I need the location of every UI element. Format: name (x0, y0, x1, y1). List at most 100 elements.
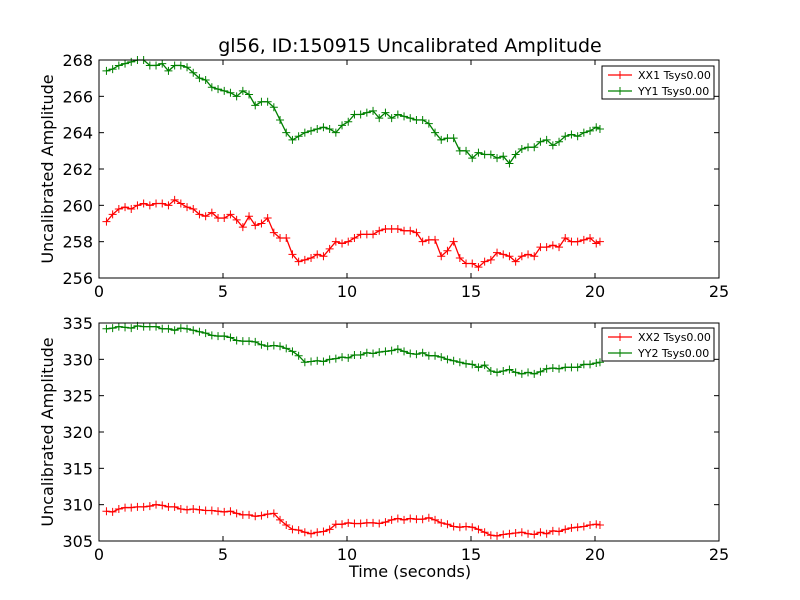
bottom-data-point (276, 342, 285, 351)
top-data-point (530, 143, 539, 152)
top-data-point (121, 203, 130, 212)
bottom-data-point (437, 518, 446, 527)
bottom-data-point (269, 341, 278, 350)
top-data-point (480, 257, 489, 266)
bottom-legend-label-0: XX2 Tsys0.00 (638, 331, 711, 344)
bottom-data-point (344, 353, 353, 362)
bottom-data-point (474, 525, 483, 534)
top-data-point (201, 212, 210, 221)
bottom-data-point (505, 365, 514, 374)
top-data-point (294, 132, 303, 141)
top-data-point (505, 159, 514, 168)
bottom-x-tick-label: 15 (461, 545, 481, 564)
top-data-point (288, 135, 297, 144)
top-data-point (189, 68, 198, 77)
top-data-point (542, 243, 551, 252)
top-data-point (592, 123, 601, 132)
bottom-data-point (307, 357, 316, 366)
top-data-point (145, 201, 154, 210)
bottom-data-point (561, 525, 570, 534)
bottom-legend-label-1: YY2 Tsys0.00 (637, 347, 709, 360)
bottom-data-point (449, 522, 458, 531)
bottom-data-point (189, 326, 198, 335)
bottom-y-tick-label: 320 (62, 423, 93, 442)
top-data-point (331, 237, 340, 246)
bottom-data-point (530, 369, 539, 378)
bottom-data-point (294, 351, 303, 360)
bottom-legend-box (601, 327, 715, 362)
bottom-y-tick-label: 330 (62, 350, 93, 369)
bottom-data-point (344, 518, 353, 527)
top-data-point (586, 126, 595, 135)
top-data-point (474, 263, 483, 272)
top-data-point (164, 201, 173, 210)
top-data-point (592, 239, 601, 248)
top-data-point (338, 239, 347, 248)
top-data-point (114, 61, 123, 70)
top-data-point (108, 210, 117, 219)
bottom-data-point (393, 345, 402, 354)
top-data-point (307, 126, 316, 135)
bottom-data-point (579, 522, 588, 531)
bottom-data-point (412, 350, 421, 359)
bottom-data-point (536, 367, 545, 376)
top-data-point (139, 199, 148, 208)
bottom-data-point (294, 526, 303, 535)
top-data-point (307, 254, 316, 263)
top-data-point (294, 257, 303, 266)
top-data-point (567, 130, 576, 139)
top-data-point (207, 83, 216, 92)
top-series-markers-0 (102, 195, 604, 272)
top-panel: 0 5 10 15 20 25 256 258 260 262 264 266 268 Uncalibra… (38, 51, 729, 301)
bottom-data-point (486, 531, 495, 540)
top-data-point (493, 248, 502, 257)
bottom-y-tick-label: 310 (62, 496, 93, 515)
bottom-data-point (319, 527, 328, 536)
bottom-data-point (381, 518, 390, 527)
bottom-data-point (455, 523, 464, 532)
bottom-legend-marker-1 (616, 349, 624, 357)
bottom-data-point (313, 356, 322, 365)
bottom-data-point (406, 514, 415, 523)
bottom-data-point (207, 506, 216, 515)
bottom-data-point (300, 528, 309, 537)
top-data-point (176, 199, 185, 208)
bottom-data-point (369, 349, 378, 358)
top-legend-box (601, 65, 715, 100)
bottom-data-point (325, 525, 334, 534)
top-data-point (542, 135, 551, 144)
top-data-point (288, 250, 297, 259)
top-data-point (183, 203, 192, 212)
top-data-point (269, 228, 278, 237)
top-data-point (207, 208, 216, 217)
top-data-point (511, 150, 520, 159)
top-data-point (121, 59, 130, 68)
bottom-data-point (152, 500, 161, 509)
bottom-data-point (114, 322, 123, 331)
top-y-tick-label: 264 (62, 124, 93, 143)
bottom-data-point (406, 349, 415, 358)
top-data-point (393, 110, 402, 119)
top-data-point (468, 259, 477, 268)
bottom-data-point (567, 523, 576, 532)
bottom-data-point (282, 344, 291, 353)
bottom-data-point (232, 509, 241, 518)
top-data-point (331, 128, 340, 137)
top-legend-marker-0 (616, 71, 624, 79)
top-data-point (263, 214, 272, 223)
bottom-data-point (499, 530, 508, 539)
bottom-data-point (595, 358, 604, 367)
top-data-point (226, 210, 235, 219)
top-data-point (369, 106, 378, 115)
top-data-point (499, 152, 508, 161)
top-data-point (437, 252, 446, 261)
bottom-x-tick-label: 5 (218, 545, 228, 564)
bottom-data-point (195, 327, 204, 336)
bottom-data-point (338, 520, 347, 529)
bottom-data-point (369, 518, 378, 527)
top-data-point (114, 204, 123, 213)
bottom-data-point (214, 507, 223, 516)
top-data-point (313, 125, 322, 134)
top-data-point (195, 210, 204, 219)
top-data-point (127, 204, 136, 213)
